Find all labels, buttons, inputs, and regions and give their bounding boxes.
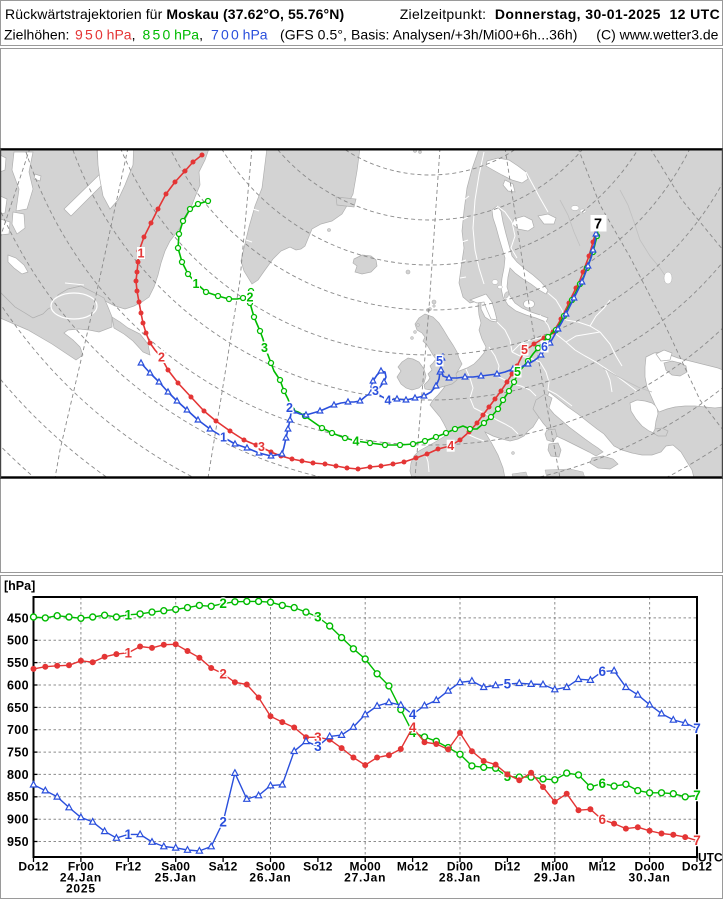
- svg-text:3: 3: [261, 341, 268, 355]
- svg-text:2025: 2025: [66, 882, 96, 896]
- svg-text:4: 4: [409, 720, 417, 735]
- svg-text:850: 850: [7, 790, 29, 804]
- svg-text:1: 1: [125, 827, 133, 842]
- svg-text:Zielzeitpunkt:Donnerstag, 30-0: Zielzeitpunkt: Donnerstag, 30-01-2025 12 …: [400, 6, 720, 22]
- svg-text:4: 4: [385, 393, 392, 407]
- svg-text:Mo00: Mo00: [349, 860, 381, 874]
- svg-text:28.Jan: 28.Jan: [439, 871, 481, 885]
- svg-text:3: 3: [314, 730, 322, 745]
- svg-text:5: 5: [514, 365, 521, 379]
- svg-text:4: 4: [409, 725, 417, 740]
- svg-text:Di12: Di12: [494, 860, 520, 874]
- svg-text:Rückwärtstrajektorien für Mosk: Rückwärtstrajektorien für Moskau (37.62°…: [5, 6, 344, 22]
- svg-text:700: 700: [7, 723, 29, 737]
- svg-text:4: 4: [447, 439, 454, 453]
- svg-text:6: 6: [598, 812, 606, 827]
- svg-text:550: 550: [7, 656, 29, 670]
- svg-text:900: 900: [7, 813, 29, 827]
- svg-text:Mo12: Mo12: [397, 860, 429, 874]
- svg-text:6: 6: [598, 776, 606, 791]
- svg-text:So00: So00: [256, 860, 286, 874]
- svg-text:4: 4: [409, 707, 417, 722]
- svg-text:3: 3: [372, 384, 379, 398]
- svg-text:[hPa]: [hPa]: [4, 579, 35, 593]
- svg-text:Do12: Do12: [682, 860, 712, 874]
- svg-text:30.Jan: 30.Jan: [629, 871, 671, 885]
- svg-text:950: 950: [7, 835, 29, 849]
- svg-text:Zielhöhen:950 hPa,850 hPa,700: Zielhöhen: 950 hPa, 850 hPa, 700 hPa (GFS 0.…: [4, 27, 577, 43]
- svg-text:7: 7: [693, 721, 701, 736]
- svg-text:450: 450: [7, 611, 29, 625]
- svg-text:25.Jan: 25.Jan: [155, 871, 197, 885]
- svg-text:3: 3: [314, 739, 322, 754]
- svg-text:5: 5: [436, 354, 443, 368]
- svg-text:7: 7: [693, 788, 701, 803]
- svg-text:1: 1: [138, 246, 145, 260]
- svg-text:26.Jan: 26.Jan: [249, 871, 291, 885]
- svg-text:24.Jan: 24.Jan: [60, 871, 102, 885]
- svg-text:1: 1: [220, 430, 227, 444]
- svg-text:1: 1: [193, 277, 200, 291]
- svg-text:800: 800: [7, 768, 29, 782]
- svg-text:2: 2: [286, 401, 293, 415]
- svg-text:4: 4: [353, 434, 360, 448]
- svg-text:2: 2: [247, 290, 254, 304]
- svg-text:2: 2: [219, 596, 227, 611]
- svg-text:6: 6: [541, 340, 548, 354]
- svg-text:3: 3: [314, 610, 322, 625]
- svg-text:29.Jan: 29.Jan: [534, 871, 576, 885]
- svg-text:(C) www.wetter3.de: (C) www.wetter3.de: [596, 27, 718, 43]
- svg-text:2: 2: [219, 666, 227, 681]
- svg-text:7: 7: [693, 833, 701, 848]
- svg-text:1: 1: [125, 607, 133, 622]
- svg-text:Mi00: Mi00: [541, 860, 569, 874]
- svg-text:1: 1: [125, 645, 133, 660]
- svg-text:Fr00: Fr00: [68, 860, 94, 874]
- svg-text:Sa12: Sa12: [209, 860, 238, 874]
- svg-text:Do00: Do00: [635, 860, 665, 874]
- svg-text:Sa00: Sa00: [161, 860, 190, 874]
- svg-text:27.Jan: 27.Jan: [344, 871, 386, 885]
- svg-text:500: 500: [7, 634, 29, 648]
- svg-text:6: 6: [598, 664, 606, 679]
- svg-text:600: 600: [7, 678, 29, 692]
- svg-text:2: 2: [158, 350, 165, 364]
- svg-text:So12: So12: [303, 860, 333, 874]
- svg-text:650: 650: [7, 701, 29, 715]
- svg-text:5: 5: [521, 343, 528, 357]
- svg-text:Do12: Do12: [18, 860, 48, 874]
- svg-text:UTC: UTC: [698, 851, 723, 865]
- svg-text:3: 3: [258, 440, 265, 454]
- svg-text:Mi12: Mi12: [588, 860, 616, 874]
- svg-text:7: 7: [594, 217, 602, 233]
- svg-text:Fr12: Fr12: [115, 860, 141, 874]
- svg-text:5: 5: [504, 677, 512, 692]
- svg-text:Di00: Di00: [447, 860, 473, 874]
- svg-text:750: 750: [7, 746, 29, 760]
- svg-text:2: 2: [219, 814, 227, 829]
